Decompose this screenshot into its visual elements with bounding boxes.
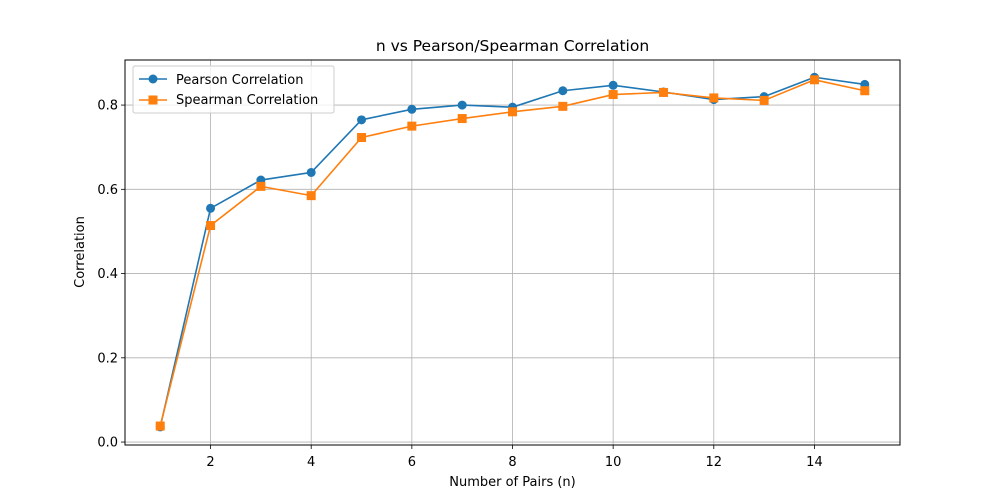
y-tick-label: 0.8 bbox=[97, 99, 118, 114]
pearson-point bbox=[608, 80, 618, 90]
y-tick-label: 0.6 bbox=[97, 183, 118, 198]
spearman-point bbox=[155, 421, 165, 431]
pearson-point bbox=[206, 203, 216, 213]
spearman-point bbox=[306, 191, 316, 201]
x-tick-label: 12 bbox=[706, 455, 723, 470]
spearman-point bbox=[357, 133, 367, 143]
legend-pearson-label: Pearson Correlation bbox=[176, 73, 303, 88]
spearman-point bbox=[608, 90, 618, 100]
spearman-point bbox=[457, 114, 467, 124]
chart-title: n vs Pearson/Spearman Correlation bbox=[376, 37, 649, 55]
pearson-point bbox=[407, 104, 417, 114]
legend-box bbox=[132, 65, 335, 114]
pearson-point bbox=[306, 167, 316, 177]
x-tick-label: 6 bbox=[408, 455, 416, 470]
spearman-point bbox=[759, 95, 769, 105]
y-tick-label: 0.4 bbox=[97, 267, 118, 282]
pearson-point bbox=[457, 100, 467, 110]
y-tick-label: 0.2 bbox=[97, 351, 118, 366]
spearman-point bbox=[508, 107, 517, 117]
x-tick-label: 10 bbox=[605, 455, 622, 470]
y-tick-label: 0.0 bbox=[97, 436, 118, 451]
spearman-point bbox=[558, 101, 568, 111]
legend: Pearson Correlation Spearman Correlation bbox=[132, 65, 335, 114]
spearman-point bbox=[809, 75, 819, 85]
spearman-point bbox=[658, 87, 668, 97]
x-tick-label: 4 bbox=[307, 455, 315, 470]
x-tick-label: 8 bbox=[508, 455, 516, 470]
grid bbox=[125, 60, 900, 445]
spearman-point bbox=[407, 121, 417, 131]
pearson-point bbox=[558, 86, 568, 96]
x-axis-label: Number of Pairs (n) bbox=[449, 475, 575, 490]
series-group bbox=[155, 72, 870, 432]
pearson-point bbox=[357, 115, 367, 125]
spearman-point bbox=[256, 181, 266, 191]
axis-ticks: 2 4 6 8 10 12 14 0.0 0.2 0.4 0.6 0.8 bbox=[97, 99, 822, 470]
legend-pearson-marker bbox=[148, 74, 158, 84]
spearman-point bbox=[709, 93, 719, 103]
legend-spearman-marker bbox=[148, 95, 158, 105]
spearman-point bbox=[860, 86, 870, 96]
x-tick-label: 14 bbox=[806, 455, 823, 470]
x-tick-label: 2 bbox=[206, 455, 214, 470]
y-axis-label: Correlation bbox=[73, 216, 88, 288]
legend-spearman-label: Spearman Correlation bbox=[176, 93, 318, 108]
spearman-series bbox=[155, 75, 870, 431]
spearman-point bbox=[206, 221, 216, 231]
